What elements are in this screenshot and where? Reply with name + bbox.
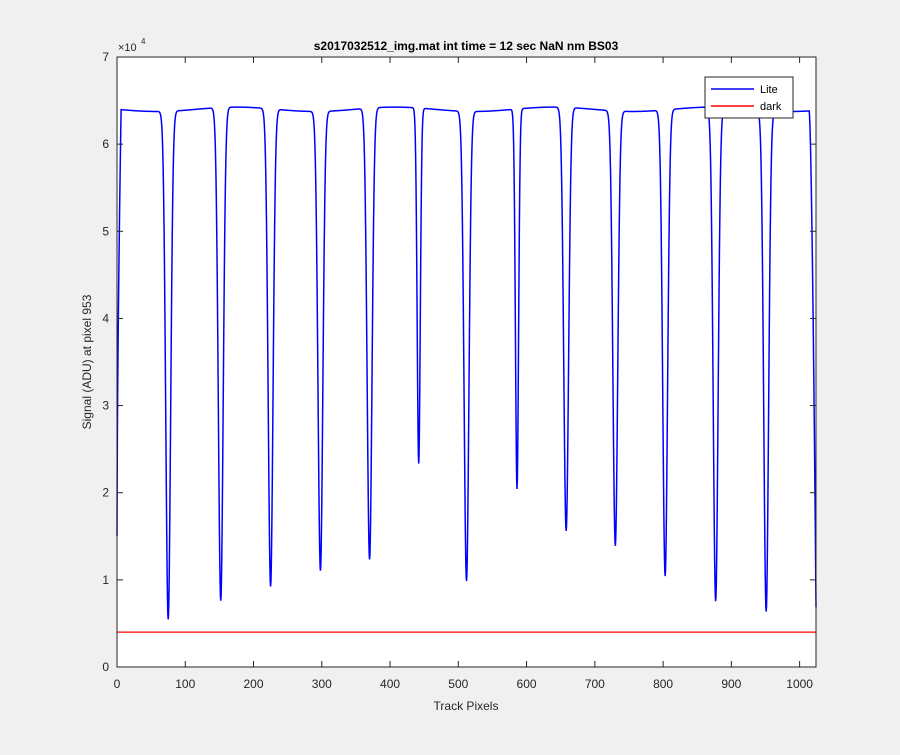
ticks-layer: 0 100 200 300 400 500 600 700 800 900 1000 0 1 2 3 4 5 6 7: [102, 50, 816, 691]
x-tick-label: 800: [653, 677, 673, 691]
y-tick-label: 5: [102, 224, 109, 238]
y-tick-label: 2: [102, 486, 109, 500]
legend-label-lite: Lite: [760, 84, 778, 96]
y-tick-label: 0: [102, 660, 109, 674]
x-axis-label: Track Pixels: [434, 699, 499, 713]
series-lite-line: [116, 106, 817, 620]
x-tick-label: 700: [585, 677, 605, 691]
y-exponent-power: 4: [141, 37, 146, 46]
y-tick-label: 3: [102, 399, 109, 413]
y-tick-label: 6: [102, 137, 109, 151]
legend-label-dark: dark: [760, 101, 782, 113]
series-layer: [116, 106, 817, 633]
y-tick-label: 7: [102, 50, 109, 64]
x-tick-label: 600: [517, 677, 537, 691]
x-tick-label: 200: [244, 677, 264, 691]
x-tick-label: 900: [721, 677, 741, 691]
y-tick-label: 4: [102, 311, 109, 325]
x-tick-label: 500: [448, 677, 468, 691]
x-tick-label: 100: [175, 677, 195, 691]
axes-box: [116, 56, 817, 668]
y-axis-label: Signal (ADU) at pixel 953: [80, 294, 94, 429]
x-tick-label: 0: [114, 677, 121, 691]
legend: Lite dark: [704, 76, 794, 119]
x-tick-label: 300: [312, 677, 332, 691]
chart-title: s2017032512_img.mat int time = 12 sec Na…: [314, 39, 619, 53]
x-tick-label: 400: [380, 677, 400, 691]
legend-box: [704, 76, 794, 119]
x-tick-label: 1000: [786, 677, 813, 691]
y-exponent-label: ×10 4: [118, 37, 146, 54]
y-exponent-base: ×10: [118, 42, 137, 54]
y-tick-label: 1: [102, 573, 109, 587]
